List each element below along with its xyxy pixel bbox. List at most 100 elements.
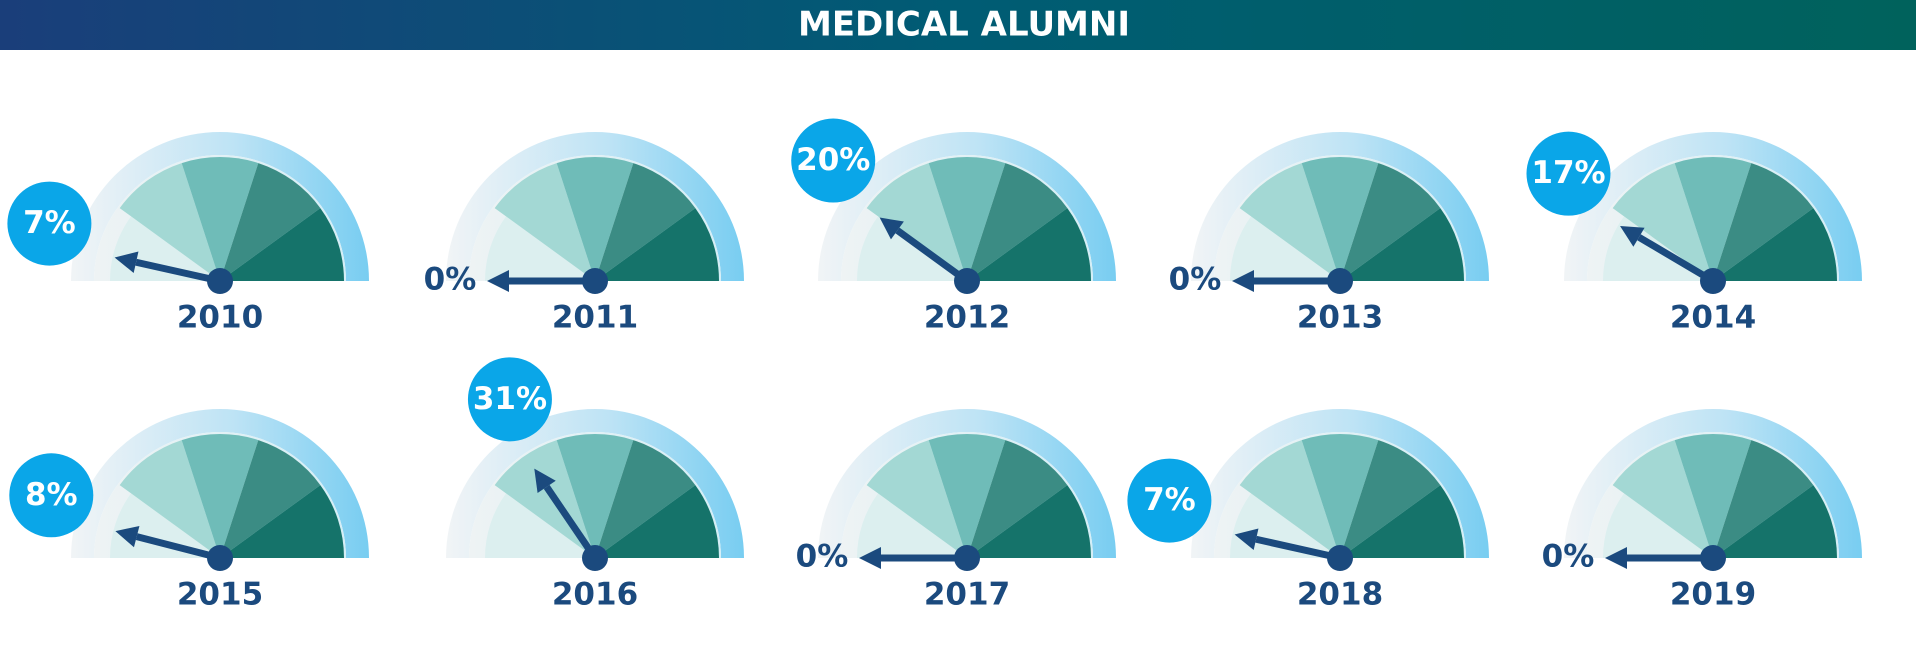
- gauge-segment: [1239, 440, 1340, 558]
- needle-part: [543, 484, 598, 560]
- category-label: 2011: [552, 300, 638, 336]
- value-badge: [791, 118, 876, 203]
- value-label: 17%: [1531, 155, 1605, 191]
- gauge-segment: [1674, 157, 1752, 281]
- gauge-segment: [967, 485, 1091, 558]
- value-badge: [467, 357, 552, 442]
- gauge-segment: [857, 493, 967, 558]
- gauge-segment: [556, 157, 634, 281]
- category-label: 2014: [1670, 300, 1756, 336]
- needle-hub: [207, 268, 233, 294]
- needle: [1234, 528, 1341, 562]
- needle-part: [1637, 234, 1715, 285]
- gauge-segment: [181, 434, 259, 558]
- gauge-segment: [1603, 493, 1713, 558]
- needle: [1605, 547, 1713, 569]
- gauge-ring: [71, 409, 369, 558]
- value-label: 0%: [1542, 539, 1595, 575]
- needle-hub: [954, 268, 980, 294]
- gauge-segment: [1239, 163, 1340, 281]
- gauge-segment: [119, 163, 220, 281]
- gauge-ring: [818, 409, 1116, 558]
- needle: [1620, 226, 1715, 285]
- needle-part: [859, 547, 881, 569]
- gauge-ring: [1564, 409, 1862, 558]
- value-label: 0%: [424, 262, 477, 298]
- needle-hub: [1327, 545, 1353, 571]
- gauge-segment: [1713, 440, 1814, 558]
- gauge-segment: [967, 440, 1068, 558]
- needle-part: [1255, 535, 1341, 562]
- needle-part: [895, 227, 970, 284]
- gauge-ring: [1191, 409, 1489, 558]
- needle-hub: [1700, 545, 1726, 571]
- category-label: 2017: [924, 577, 1010, 613]
- needle: [487, 270, 595, 292]
- gauge-segment: [494, 440, 595, 558]
- needle-part: [135, 533, 221, 562]
- gauge-segment: [1612, 440, 1713, 558]
- needle-part: [114, 251, 139, 273]
- gauge-segment: [967, 208, 1091, 281]
- gauge-segment: [220, 208, 344, 281]
- value-label: 0%: [1169, 262, 1222, 298]
- gauge-segment: [866, 163, 967, 281]
- needle-part: [135, 258, 221, 285]
- gauge-segment: [181, 157, 259, 281]
- gauge-segment: [595, 208, 719, 281]
- gauge-ring: [446, 409, 744, 558]
- needle: [1232, 270, 1340, 292]
- needle-hub: [207, 545, 233, 571]
- value-badge: [1127, 458, 1212, 543]
- value-label: 7%: [1143, 482, 1196, 518]
- gauge-segment: [595, 440, 696, 558]
- needle-part: [1620, 226, 1645, 247]
- gauge-segment: [928, 434, 1006, 558]
- needle: [534, 468, 598, 560]
- needle-part: [115, 525, 140, 548]
- gauge-segment: [595, 163, 696, 281]
- gauge-segment: [220, 163, 321, 281]
- needle-part: [1234, 528, 1259, 550]
- needle-hub: [582, 545, 608, 571]
- value-label: 0%: [796, 539, 849, 575]
- gauge-segment: [1301, 157, 1379, 281]
- value-label: 31%: [473, 381, 547, 417]
- needle: [115, 525, 221, 562]
- gauge-segment: [485, 216, 595, 281]
- value-label: 20%: [796, 142, 870, 178]
- gauge-segment: [1301, 434, 1379, 558]
- needle-hub: [582, 268, 608, 294]
- needle-hub: [1327, 268, 1353, 294]
- gauge-ring: [446, 132, 744, 281]
- needle-part: [487, 270, 509, 292]
- category-label: 2018: [1297, 577, 1383, 613]
- gauge-segment: [119, 440, 220, 558]
- gauge-ring: [818, 132, 1116, 281]
- gauge-ring: [1191, 132, 1489, 281]
- gauge-ring: [71, 132, 369, 281]
- value-label: 8%: [25, 477, 78, 513]
- gauge-segment: [866, 440, 967, 558]
- needle-hub: [1700, 268, 1726, 294]
- needle-part: [1605, 547, 1627, 569]
- category-label: 2019: [1670, 577, 1756, 613]
- value-label: 7%: [23, 205, 76, 241]
- gauge-segment: [1230, 216, 1340, 281]
- needle: [879, 217, 970, 284]
- category-label: 2010: [177, 300, 263, 336]
- gauge-segment: [220, 440, 321, 558]
- needle: [859, 547, 967, 569]
- gauge-segment: [1340, 485, 1464, 558]
- needle-part: [534, 468, 556, 494]
- gauge-segment: [1340, 208, 1464, 281]
- title-bar: [0, 0, 1916, 50]
- gauge-segment: [1340, 440, 1441, 558]
- category-label: 2013: [1297, 300, 1383, 336]
- gauge-ring: [1564, 132, 1862, 281]
- gauge-segment: [485, 493, 595, 558]
- gauge-segment: [556, 433, 634, 558]
- needle-hub: [954, 545, 980, 571]
- gauge-segment: [110, 493, 220, 558]
